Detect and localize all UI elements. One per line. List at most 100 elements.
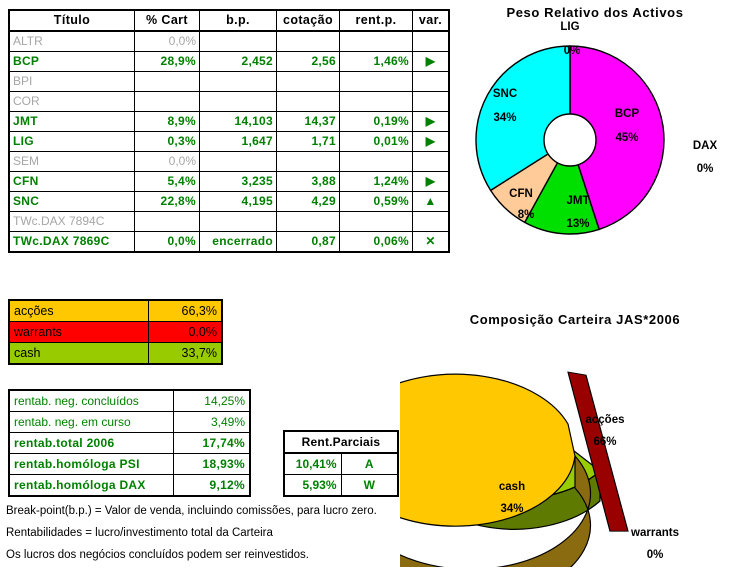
rentabilidade-label: rentab. neg. concluídos xyxy=(8,389,174,412)
donut-value-snc: 34% xyxy=(493,112,516,124)
column-header-titulo[interactable]: Título xyxy=(8,9,135,32)
pie3d-svg: acções 66% cash 34% warrants 0% xyxy=(400,371,679,567)
cell-cotacao xyxy=(276,30,340,52)
donut-slice-bcp[interactable] xyxy=(569,45,665,231)
asset-class-value: 66,3% xyxy=(148,299,223,322)
donut-svg: LIG 0% BCP 45% DAX 0% JMT 13% CFN 8% SNC… xyxy=(475,21,717,235)
pie3d-value-cash: 34% xyxy=(500,503,523,515)
donut-label-bcp: BCP xyxy=(615,108,640,120)
footnotes-block: Break-point(b.p.) = Valor de venda, incl… xyxy=(6,505,406,571)
cell-titulo: JMT xyxy=(8,111,135,132)
table-row[interactable]: COR xyxy=(8,91,450,112)
table-row[interactable]: TWc.DAX 7894C xyxy=(8,211,450,232)
table-row[interactable]: LIG 0,3% 1,647 1,71 0,01% ▶ xyxy=(8,131,450,152)
rentabilidade-value: 18,93% xyxy=(173,453,251,475)
table-row[interactable]: SNC 22,8% 4,195 4,29 0,59% ▲ xyxy=(8,191,450,212)
parcial-row: 10,41% A xyxy=(283,452,399,475)
cell-cotacao xyxy=(276,151,340,172)
cell-cotacao: 2,56 xyxy=(276,51,340,72)
rentabilidade-row: rentab.homóloga PSI 18,93% xyxy=(8,453,251,475)
table-row[interactable]: ALTR 0,0% xyxy=(8,30,450,52)
parciais-header-label: Rent.Parciais xyxy=(283,430,399,454)
cell-break-point xyxy=(199,71,277,92)
donut-chart-title: Peso Relativo dos Activos xyxy=(506,5,684,20)
cell-cotacao: 3,88 xyxy=(276,171,340,192)
rentabilidade-value: 9,12% xyxy=(173,474,251,497)
parcial-value: 10,41% xyxy=(283,452,342,475)
table-row[interactable]: BPI xyxy=(8,71,450,92)
donut-label-snc: SNC xyxy=(493,88,517,100)
table-row[interactable]: TWc.DAX 7869C 0,0% encerrado 0,87 0,06% ✕ xyxy=(8,231,450,253)
cell-titulo: SNC xyxy=(8,191,135,212)
cell-break-point xyxy=(199,211,277,232)
cell-titulo: SEM xyxy=(8,151,135,172)
pie3d-accoes-top xyxy=(400,373,576,527)
parcial-row: 5,93% W xyxy=(283,474,399,497)
cell-break-point: 2,452 xyxy=(199,51,277,72)
donut-slice-jmt[interactable] xyxy=(524,139,600,235)
cell-rent-parcial xyxy=(339,30,413,52)
rent-parciais-table: Rent.Parciais 10,41% A 5,93% W xyxy=(283,430,399,497)
asset-class-value: 33,7% xyxy=(148,342,223,365)
pie3d-chart-title: Composição Carteira JAS*2006 xyxy=(469,312,681,327)
holdings-header-row: Título % Cart b.p. cotação rent.p. var. xyxy=(8,9,450,32)
asset-class-label: acções xyxy=(8,299,149,322)
rentabilidade-value: 3,49% xyxy=(173,411,251,433)
column-header-var[interactable]: var. xyxy=(412,9,450,32)
table-row[interactable]: JMT 8,9% 14,103 14,37 0,19% ▶ xyxy=(8,111,450,132)
cell-variacao-icon: ✕ xyxy=(412,231,450,253)
cell-percent-carteira: 28,9% xyxy=(134,51,200,72)
donut-value-bcp: 45% xyxy=(615,132,638,144)
table-row[interactable]: CFN 5,4% 3,235 3,88 1,24% ▶ xyxy=(8,171,450,192)
donut-value-dax: 0% xyxy=(697,163,714,175)
cell-percent-carteira xyxy=(134,71,200,92)
table-row[interactable]: SEM 0,0% xyxy=(8,151,450,172)
column-header-cart[interactable]: % Cart xyxy=(134,9,200,32)
cell-percent-carteira: 0,0% xyxy=(134,30,200,52)
donut-value-cfn: 8% xyxy=(518,209,535,221)
column-header-rentp[interactable]: rent.p. xyxy=(339,9,413,32)
cell-break-point: encerrado xyxy=(199,231,277,253)
asset-class-row: acções 66,3% xyxy=(8,299,223,322)
rentabilidade-label: rentab.total 2006 xyxy=(8,432,174,454)
donut-label-lig: LIG xyxy=(560,21,579,33)
parcial-code: A xyxy=(340,452,399,475)
cell-cotacao: 1,71 xyxy=(276,131,340,152)
cell-variacao-icon xyxy=(412,211,450,232)
column-header-cotacao[interactable]: cotação xyxy=(276,9,340,32)
cell-rent-parcial xyxy=(339,71,413,92)
cell-break-point xyxy=(199,151,277,172)
pie3d-value-warrants: 0% xyxy=(647,549,664,561)
cell-break-point: 14,103 xyxy=(199,111,277,132)
parcial-value: 5,93% xyxy=(283,474,342,497)
cell-rent-parcial xyxy=(339,151,413,172)
cell-titulo: COR xyxy=(8,91,135,112)
table-row[interactable]: BCP 28,9% 2,452 2,56 1,46% ▶ xyxy=(8,51,450,72)
cell-rent-parcial: 0,01% xyxy=(339,131,413,152)
rentabilidade-row: rentab. neg. concluídos 14,25% xyxy=(8,389,251,412)
cell-rent-parcial: 0,59% xyxy=(339,191,413,212)
cell-percent-carteira: 0,3% xyxy=(134,131,200,152)
asset-class-value: 0,0% xyxy=(148,321,223,343)
donut-label-jmt: JMT xyxy=(567,195,590,207)
pie3d-value-accoes: 66% xyxy=(593,436,616,448)
donut-value-lig: 0% xyxy=(564,45,581,57)
footnote-rentabilidades: Rentabilidades = lucro/investimento tota… xyxy=(6,527,273,539)
asset-class-label: warrants xyxy=(8,321,149,343)
cell-rent-parcial: 1,46% xyxy=(339,51,413,72)
rentabilidade-label: rentab.homóloga DAX xyxy=(8,474,174,497)
cell-cotacao: 0,87 xyxy=(276,231,340,253)
footnote-break-point: Break-point(b.p.) = Valor de venda, incl… xyxy=(6,505,377,517)
cell-percent-carteira xyxy=(134,211,200,232)
cell-break-point xyxy=(199,30,277,52)
composicao-carteira-pie3d-chart: acções 66% cash 34% warrants 0% xyxy=(400,328,734,567)
peso-relativo-donut-chart: LIG 0% BCP 45% DAX 0% JMT 13% CFN 8% SNC… xyxy=(420,20,734,260)
donut-slice-snc[interactable] xyxy=(475,45,571,192)
column-header-bp[interactable]: b.p. xyxy=(199,9,277,32)
cell-rent-parcial: 0,06% xyxy=(339,231,413,253)
rentabilidade-label: rentab. neg. em curso xyxy=(8,411,174,433)
cell-rent-parcial xyxy=(339,211,413,232)
cell-titulo: LIG xyxy=(8,131,135,152)
rentabilidade-value: 17,74% xyxy=(173,432,251,454)
cell-rent-parcial: 0,19% xyxy=(339,111,413,132)
